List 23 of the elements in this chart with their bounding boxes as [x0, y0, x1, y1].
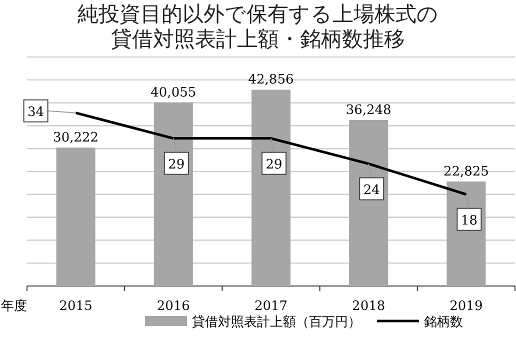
x-tick-label: 2019: [450, 299, 483, 314]
data-label: 36,248: [346, 103, 392, 118]
x-tick-label: 2018: [352, 299, 386, 314]
chart-title: 純投資目的以外で保有する上場株式の貸借対照表計上額・銘柄数推移: [76, 2, 440, 52]
x-tick-label: 2015: [59, 299, 92, 314]
legend-label: 銘柄数: [424, 315, 463, 330]
legend-label: 貸借対照表計上額（百万円）: [192, 314, 361, 330]
data-label: 18: [460, 213, 478, 228]
data-label: 34: [28, 104, 44, 120]
data-label: 22,825: [443, 164, 489, 180]
bar: [349, 120, 388, 286]
data-label: 42,856: [248, 72, 294, 88]
data-label: 30,222: [53, 130, 99, 146]
data-label: 40,055: [150, 86, 196, 101]
x-tick-label: 2016: [156, 299, 190, 314]
x-tick-label: 2017: [254, 299, 288, 314]
data-label: 24: [363, 182, 380, 198]
data-label: 29: [168, 157, 185, 172]
data-label: 29: [266, 157, 282, 172]
bar: [154, 102, 193, 286]
x-axis-title: 年度: [1, 298, 27, 314]
bar: [56, 148, 96, 286]
bar: [251, 90, 291, 286]
